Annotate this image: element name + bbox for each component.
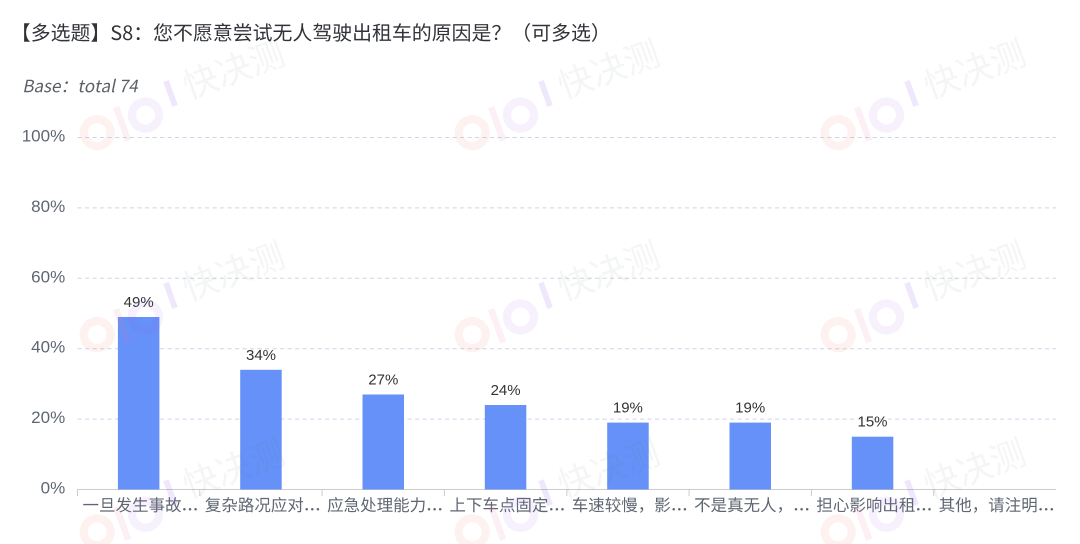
svg-text:100%: 100% bbox=[22, 127, 65, 146]
svg-text:15%: 15% bbox=[857, 414, 887, 431]
svg-text:40%: 40% bbox=[31, 338, 65, 357]
svg-text:24%: 24% bbox=[491, 382, 521, 399]
svg-text:19%: 19% bbox=[735, 400, 765, 417]
svg-text:60%: 60% bbox=[31, 267, 65, 286]
svg-text:27%: 27% bbox=[368, 372, 398, 389]
svg-text:20%: 20% bbox=[31, 408, 65, 427]
svg-text:19%: 19% bbox=[613, 400, 643, 417]
svg-text:0%: 0% bbox=[41, 479, 66, 498]
svg-text:80%: 80% bbox=[31, 197, 65, 216]
svg-text:34%: 34% bbox=[246, 347, 276, 364]
